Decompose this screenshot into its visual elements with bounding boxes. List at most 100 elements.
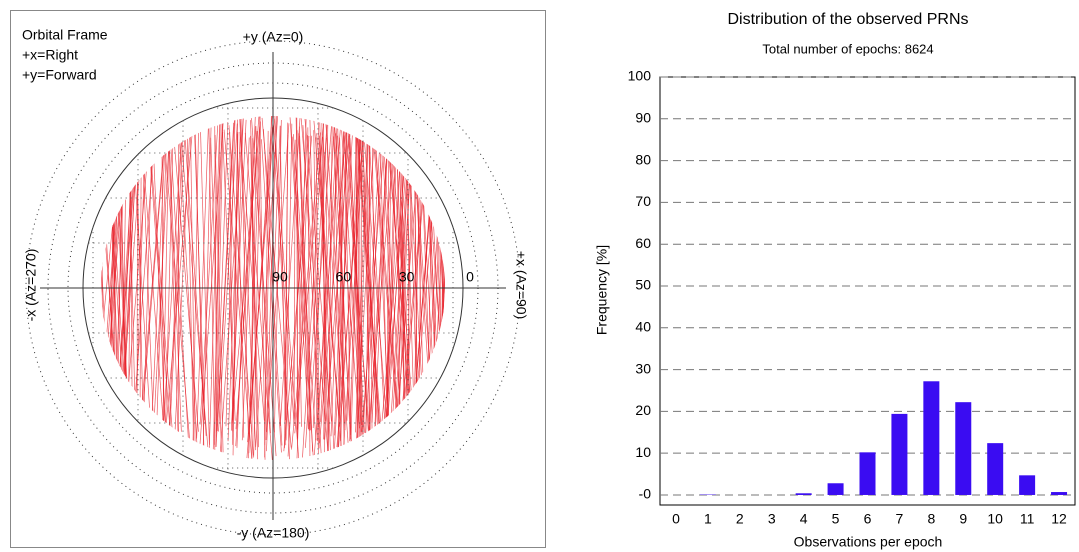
track bbox=[343, 135, 373, 460]
track bbox=[293, 139, 296, 424]
track bbox=[448, 111, 449, 446]
track bbox=[199, 116, 210, 449]
y-tick-label: 80 bbox=[635, 151, 651, 167]
track bbox=[231, 126, 261, 424]
track bbox=[235, 116, 261, 430]
axis-label: -x (Az=270) bbox=[23, 249, 39, 322]
track bbox=[127, 116, 137, 443]
track bbox=[259, 116, 266, 460]
track bbox=[209, 116, 221, 445]
track bbox=[337, 126, 363, 460]
x-tick-label: 7 bbox=[896, 511, 904, 527]
bar bbox=[827, 483, 844, 495]
track bbox=[146, 116, 175, 460]
track bbox=[318, 116, 329, 460]
track bbox=[223, 129, 253, 460]
track bbox=[265, 116, 278, 441]
track bbox=[279, 125, 287, 446]
track bbox=[304, 116, 332, 422]
track bbox=[161, 116, 164, 422]
track bbox=[366, 116, 387, 455]
track bbox=[101, 130, 108, 458]
track bbox=[285, 122, 289, 421]
track bbox=[343, 116, 352, 435]
track bbox=[248, 130, 258, 454]
track bbox=[225, 116, 236, 427]
track bbox=[189, 116, 196, 454]
track bbox=[372, 128, 401, 451]
track bbox=[423, 120, 445, 452]
track bbox=[386, 139, 397, 448]
track bbox=[356, 134, 382, 430]
track bbox=[261, 117, 292, 448]
track bbox=[101, 116, 110, 430]
track bbox=[308, 116, 334, 430]
bar bbox=[859, 452, 876, 495]
track bbox=[365, 136, 396, 457]
track bbox=[298, 133, 312, 431]
x-axis-title: Observations per epoch bbox=[794, 534, 943, 550]
track bbox=[164, 134, 174, 456]
bar bbox=[1051, 492, 1068, 495]
axis-label: +y (Az=0) bbox=[243, 29, 304, 45]
track bbox=[359, 124, 361, 455]
y-axis-title: Frequency [%] bbox=[594, 245, 610, 335]
track bbox=[264, 116, 272, 445]
track bbox=[161, 116, 170, 460]
track bbox=[296, 136, 310, 460]
skyplot: Orbital Frame +x=Right +y=Forward +y (Az… bbox=[22, 27, 529, 541]
track bbox=[101, 116, 121, 431]
track bbox=[95, 102, 96, 444]
bar bbox=[987, 443, 1004, 495]
track bbox=[202, 123, 212, 446]
annotation: Orbital Frame bbox=[22, 27, 108, 43]
plot-frame bbox=[659, 76, 1076, 506]
track bbox=[360, 127, 363, 432]
track bbox=[250, 120, 260, 448]
track bbox=[371, 132, 377, 460]
x-tick-label: 10 bbox=[987, 511, 1003, 527]
track bbox=[320, 116, 339, 423]
r-tick-label: 60 bbox=[336, 269, 352, 285]
track bbox=[274, 116, 290, 460]
track bbox=[319, 135, 335, 450]
track bbox=[418, 116, 439, 455]
track bbox=[327, 116, 333, 459]
chart-title: Distribution of the observed PRNs bbox=[728, 11, 969, 28]
track bbox=[291, 132, 321, 450]
track bbox=[215, 131, 224, 447]
track bbox=[264, 130, 269, 458]
track bbox=[153, 131, 170, 426]
track bbox=[167, 116, 182, 432]
bar bbox=[955, 402, 972, 495]
x-tick-label: 5 bbox=[832, 511, 840, 527]
annotation: +y=Forward bbox=[22, 67, 97, 83]
track bbox=[241, 116, 257, 441]
x-tick-label: 9 bbox=[959, 511, 967, 527]
x-tick-label: 0 bbox=[672, 511, 680, 527]
y-tick-label: 50 bbox=[635, 277, 651, 293]
y-tick-label: 60 bbox=[635, 235, 651, 251]
tracks bbox=[95, 102, 449, 460]
track bbox=[239, 116, 256, 447]
track bbox=[228, 125, 254, 456]
track bbox=[362, 116, 372, 460]
track bbox=[333, 116, 341, 442]
track bbox=[299, 116, 330, 460]
annotation: +x=Right bbox=[22, 47, 78, 63]
track bbox=[387, 116, 412, 460]
track bbox=[114, 116, 140, 446]
x-tick-label: 12 bbox=[1051, 511, 1067, 527]
y-tick-label: 40 bbox=[635, 318, 651, 334]
r-tick-label: 0 bbox=[466, 269, 474, 285]
y-tick-label: 20 bbox=[635, 402, 651, 418]
track bbox=[360, 136, 386, 446]
track bbox=[333, 136, 354, 460]
track bbox=[380, 116, 405, 460]
x-tick-label: 4 bbox=[800, 511, 808, 527]
track bbox=[140, 126, 167, 457]
track bbox=[287, 135, 308, 457]
y-tick-label: 70 bbox=[635, 193, 651, 209]
track bbox=[342, 116, 366, 456]
track bbox=[337, 116, 352, 460]
